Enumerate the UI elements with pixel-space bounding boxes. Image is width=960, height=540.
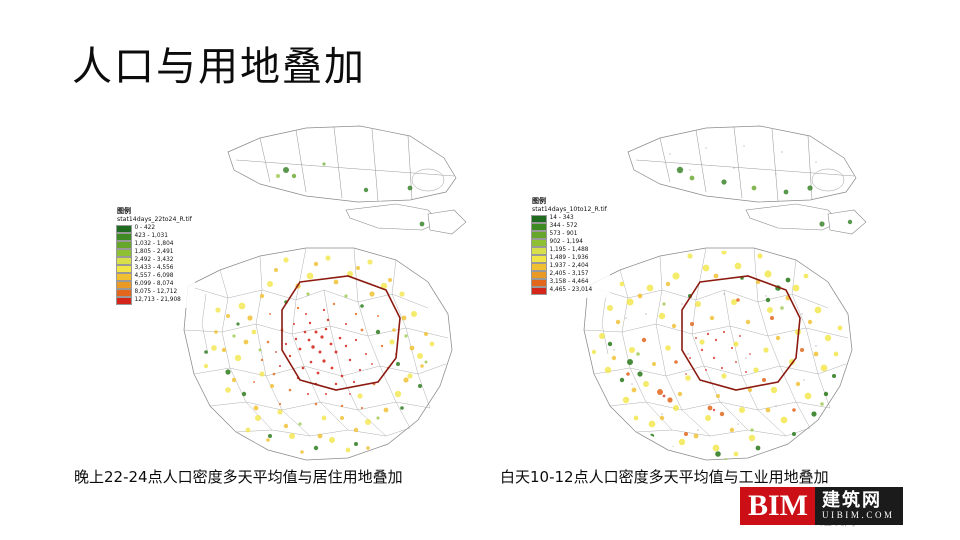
legend-title: 图例 <box>117 208 131 215</box>
legend-swatch <box>116 240 132 249</box>
legend-label: 1,489 - 1,936 <box>549 254 589 261</box>
legend-label: 344 - 572 <box>549 222 578 229</box>
legend-swatch <box>116 232 132 241</box>
legend-label: 423 - 1,031 <box>134 232 168 239</box>
watermark-panel: 建筑网 UIBIM.COM <box>815 487 903 525</box>
legend-swatch <box>531 222 547 231</box>
legend-label: 2,405 - 3,157 <box>549 270 589 277</box>
islet-density-right-2 <box>847 219 853 225</box>
legend-row: 1,032 - 1,804 <box>116 240 192 249</box>
legend-row: 2,492 - 3,432 <box>116 256 192 265</box>
legend-row: 344 - 572 <box>531 222 607 231</box>
page-title: 人口与用地叠加 <box>72 44 366 89</box>
legend-label: 902 - 1,194 <box>549 238 583 245</box>
legend-row: 8,075 - 12,712 <box>116 288 192 297</box>
legend-raster-name: stat14days_22to24_R.tif <box>117 216 192 223</box>
legend-label: 1,032 - 1,804 <box>134 240 174 247</box>
islet-density-left <box>419 221 425 227</box>
mainland-outline-right <box>583 247 853 461</box>
legend-swatch <box>116 264 132 273</box>
legend-row: 0 - 422 <box>116 224 192 233</box>
legend-swatch <box>531 278 547 287</box>
legend-row: 1,805 - 2,491 <box>116 248 192 257</box>
legend-row: 3,433 - 4,556 <box>116 264 192 273</box>
legend-label: 8,075 - 12,712 <box>134 288 178 295</box>
legend-title: 图例 <box>532 198 546 205</box>
density-points-right <box>591 250 843 460</box>
legend-row: 2,405 - 3,157 <box>531 270 607 279</box>
map-canvas-left[interactable] <box>110 118 530 468</box>
watermark-brand: BIM <box>740 487 815 525</box>
legend-swatch <box>531 214 547 223</box>
legend-swatch <box>116 280 132 289</box>
watermark-cn-label: 建筑网 <box>822 489 882 511</box>
map-canvas-right[interactable] <box>510 118 930 468</box>
legend-row: 1,937 - 2,404 <box>531 262 607 271</box>
legend-swatch <box>531 286 547 295</box>
legend-swatch <box>531 262 547 271</box>
legend-row: 902 - 1,194 <box>531 238 607 247</box>
legend-label: 1,805 - 2,491 <box>134 248 174 255</box>
island-outline-right <box>627 125 867 235</box>
legend-label: 3,158 - 4,464 <box>549 278 589 285</box>
caption-day-industrial: 白天10-12点人口密度多天平均值与工业用地叠加 <box>500 468 829 486</box>
legend-row: 6,099 - 8,074 <box>116 280 192 289</box>
legend-swatch <box>116 288 132 297</box>
legend-row: 4,557 - 6,098 <box>116 272 192 281</box>
figure-night-residential: 图例 stat14days_22to24_R.tif 0 - 422 423 -… <box>110 118 530 468</box>
legend-row: 12,713 - 21,908 <box>116 296 192 305</box>
legend-label: 14 - 343 <box>549 215 574 221</box>
legend-left: 图例 stat14days_22to24_R.tif 0 - 422 423 -… <box>113 206 195 309</box>
island-outline-left <box>227 125 467 235</box>
legend-swatch <box>531 230 547 239</box>
legend-raster-name: stat14days_10to12_R.tif <box>532 206 607 213</box>
legend-label: 0 - 422 <box>134 225 156 231</box>
legend-swatch <box>531 238 547 247</box>
legend-swatch <box>531 254 547 263</box>
legend-swatch <box>116 224 132 233</box>
legend-row: 1,195 - 1,488 <box>531 246 607 255</box>
figure-day-industrial: 图例 stat14days_10to12_R.tif 14 - 343 344 … <box>510 118 930 468</box>
legend-label: 6,099 - 8,074 <box>134 280 174 287</box>
island-density-right <box>669 145 817 195</box>
central-city-boundary-left <box>281 275 401 391</box>
legend-label: 12,713 - 21,908 <box>134 296 181 303</box>
legend-label: 2,492 - 3,432 <box>134 256 174 263</box>
legend-swatch <box>531 246 547 255</box>
legend-swatch <box>116 296 132 305</box>
shanghai-map-left-svg <box>183 125 467 461</box>
legend-row: 573 - 901 <box>531 230 607 239</box>
legend-right: 图例 stat14days_10to12_R.tif 14 - 343 344 … <box>528 196 610 299</box>
central-city-boundary-right <box>681 275 801 391</box>
legend-label: 4,465 - 23,014 <box>549 286 593 293</box>
legend-label: 4,557 - 6,098 <box>134 272 174 279</box>
legend-swatch <box>116 272 132 281</box>
legend-label: 573 - 901 <box>549 230 578 237</box>
legend-swatch <box>116 256 132 265</box>
legend-label: 3,433 - 4,556 <box>134 264 174 271</box>
shanghai-map-right-svg <box>583 125 867 461</box>
legend-label: 1,937 - 2,404 <box>549 262 589 269</box>
legend-row: 14 - 343 <box>531 214 607 223</box>
island-density-left <box>276 162 413 193</box>
legend-label: 1,195 - 1,488 <box>549 246 589 253</box>
watermark: BIM 建筑网 UIBIM.COM <box>740 487 903 525</box>
legend-row: 3,158 - 4,464 <box>531 278 607 287</box>
islet-density-right <box>819 221 825 227</box>
legend-swatch <box>531 270 547 279</box>
caption-night-residential: 晚上22-24点人口密度多天平均值与居住用地叠加 <box>74 468 403 486</box>
watermark-domain: UIBIM.COM <box>822 509 895 520</box>
density-points-left <box>203 255 435 455</box>
mainland-outline-left <box>183 247 453 461</box>
legend-row: 1,489 - 1,936 <box>531 254 607 263</box>
legend-row: 4,465 - 23,014 <box>531 286 607 295</box>
legend-swatch <box>116 248 132 257</box>
legend-row: 423 - 1,031 <box>116 232 192 241</box>
